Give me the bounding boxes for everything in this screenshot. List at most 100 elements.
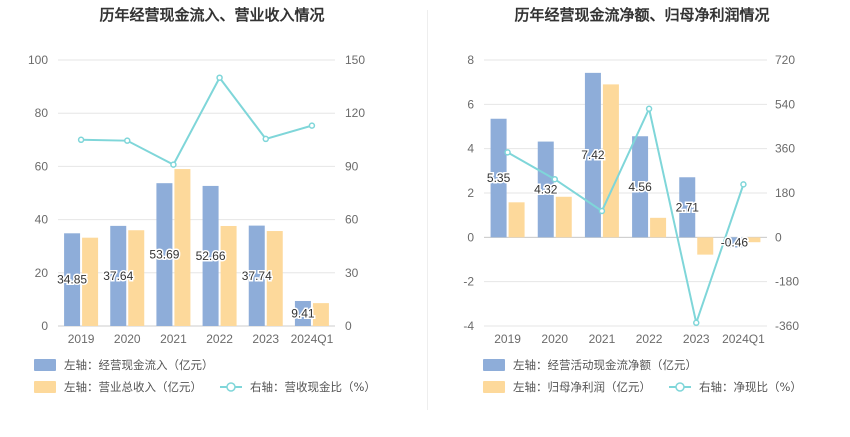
bar-secondary (555, 196, 572, 238)
left-axis-tick-label: 4 (467, 142, 474, 156)
bar-primary (202, 185, 219, 326)
right-axis-tick-label: 120 (345, 106, 365, 120)
bar-primary (679, 177, 696, 238)
legend-label: 右轴：营收现金比（%） (250, 380, 376, 394)
legend-swatch (483, 359, 505, 371)
bar-secondary (602, 84, 619, 238)
left-axis-tick-label: 40 (35, 213, 49, 227)
bar-secondary (508, 202, 525, 238)
right-axis-tick-label: 90 (345, 159, 359, 173)
bar-secondary (650, 217, 667, 238)
bar-secondary (312, 303, 329, 326)
ratio-point (504, 149, 511, 156)
bar-data-label: 4.32 (534, 182, 558, 196)
ratio-point (693, 319, 700, 327)
left-axis-tick-label: 60 (35, 159, 49, 173)
right-axis-tick-label: 0 (775, 230, 782, 244)
x-axis-tick-label: 2022 (206, 332, 233, 346)
bar-secondary (82, 237, 99, 326)
x-axis-tick-label: 2024Q1 (722, 332, 765, 346)
ratio-point (645, 105, 653, 113)
x-axis-tick-label: 2023 (683, 332, 710, 346)
x-axis-tick-label: 2020 (541, 332, 568, 346)
legend-swatch (34, 359, 56, 371)
legend-label: 左轴：经营活动现金流净额（亿元） (513, 358, 697, 372)
legend-line-marker (675, 382, 685, 392)
bar-data-label: 4.56 (628, 180, 652, 194)
bar-primary (632, 136, 649, 238)
ratio-point (308, 122, 316, 129)
x-axis-tick-label: 2021 (589, 332, 616, 346)
x-axis-tick-label: 2019 (68, 332, 95, 346)
right-axis-tick-label: 0 (345, 319, 352, 333)
left-chart: 历年经营现金流入、营业收入情况 0 20 40 60 80 100 0 30 60 90 120 150… (28, 6, 376, 394)
bar-secondary (744, 237, 761, 243)
bar-primary (248, 225, 265, 326)
ratio-point (170, 161, 177, 168)
ratio-point (598, 207, 606, 215)
ratio-line (81, 75, 313, 166)
bar-primary (490, 118, 507, 238)
left-axis-tick-label: -2 (463, 275, 474, 289)
bar-primary (110, 225, 127, 326)
chart-title: 历年经营现金流入、营业收入情况 (99, 6, 324, 24)
legend-label: 左轴：归母净利润（亿元） (513, 380, 651, 394)
bar-data-label: 53.69 (149, 248, 179, 262)
right-axis-tick-label: 60 (345, 213, 359, 227)
left-axis-tick-label: 20 (35, 266, 49, 280)
bar-data-label: 34.85 (57, 273, 87, 287)
x-axis-tick-label: 2023 (252, 332, 279, 346)
right-axis-tick-label: 720 (775, 53, 795, 67)
left-axis-tick-label: 8 (467, 53, 474, 67)
legend-label: 右轴：净现比（%） (699, 380, 802, 394)
bar-data-label: 37.64 (103, 269, 133, 283)
ratio-point (216, 74, 223, 81)
chart-title: 历年经营现金流净额、归母净利润情况 (514, 6, 769, 24)
left-axis-tick-label: 0 (41, 319, 48, 333)
right-axis-tick-label: 180 (775, 186, 795, 200)
left-axis-tick-label: 0 (467, 230, 474, 244)
bar-secondary (220, 225, 237, 326)
bar-primary (584, 72, 601, 238)
bar-data-label: -0.46 (721, 235, 749, 249)
ratio-point (262, 135, 269, 143)
bar-data-label: 9.41 (291, 306, 315, 320)
x-axis-tick-label: 2022 (636, 332, 663, 346)
legend-line-marker (226, 382, 236, 392)
bar-secondary (128, 230, 145, 326)
x-axis-tick-label: 2021 (160, 332, 187, 346)
bar-primary (156, 183, 173, 326)
left-axis-tick-label: -4 (463, 319, 474, 333)
right-axis-tick-label: 30 (345, 266, 359, 280)
right-axis-tick-label: -360 (775, 319, 799, 333)
bar-primary (726, 237, 743, 248)
bar-data-label: 2.71 (676, 200, 700, 214)
bar-secondary (266, 231, 283, 326)
right-axis-tick-label: 360 (775, 142, 795, 156)
bar-primary (294, 300, 311, 326)
left-axis-tick-label: 6 (467, 97, 474, 111)
right-axis-tick-label: 540 (775, 97, 795, 111)
bar-data-label: 52.66 (196, 249, 226, 263)
left-axis-tick-label: 100 (28, 53, 48, 67)
bar-data-label: 5.35 (487, 171, 511, 185)
legend-swatch (483, 381, 505, 393)
ratio-point (551, 175, 558, 183)
legend-swatch (34, 381, 56, 393)
right-axis-tick-label: -180 (775, 275, 799, 289)
legend-label: 左轴：经营现金流入（亿元） (64, 358, 214, 372)
bar-secondary (174, 169, 191, 326)
x-axis-tick-label: 2019 (494, 332, 521, 346)
ratio-point (77, 136, 85, 144)
legend-label: 左轴：营业总收入（亿元） (64, 380, 202, 394)
ratio-point (740, 181, 747, 188)
right-axis-tick-label: 150 (345, 53, 365, 67)
bar-secondary (697, 237, 714, 255)
right-chart: 历年经营现金流净额、归母净利润情况 -4 -2 0 2 4 6 8 -360 -180 0 180 36… (463, 6, 802, 394)
x-axis-tick-label: 2024Q1 (291, 332, 334, 346)
bar-data-label: 37.74 (242, 269, 272, 283)
left-axis-tick-label: 80 (35, 106, 49, 120)
ratio-point (124, 137, 131, 144)
